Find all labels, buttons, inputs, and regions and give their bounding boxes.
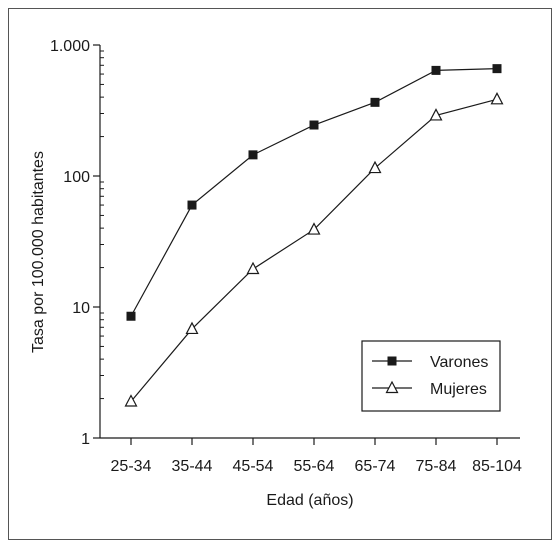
x-axis-ticks: 25-34 35-44 45-54 55-64 65-74 75-84 85-104 (111, 438, 522, 475)
legend-box (361, 340, 501, 412)
data-point-mujeres (185, 321, 199, 335)
y-axis-title: Tasa por 100.000 habitantes (30, 151, 47, 353)
y-tick-label: 1 (81, 431, 90, 448)
data-point-varones (370, 97, 380, 107)
legend-marker-mujeres (385, 380, 399, 394)
y-tick-label: 1.000 (50, 38, 90, 55)
data-point-varones (187, 200, 197, 210)
data-point-varones (492, 64, 502, 74)
x-tick-label: 75-84 (416, 458, 457, 475)
legend: Varones Mujeres (361, 340, 501, 412)
plot-axes (99, 45, 520, 439)
y-axis-ticks: 1 10 100 1.000 (50, 38, 104, 448)
series-layer (124, 64, 504, 407)
series-varones (126, 64, 502, 321)
legend-label-mujeres: Mujeres (430, 381, 487, 398)
y-tick-label: 100 (63, 169, 90, 186)
x-axis-title: Edad (años) (266, 492, 353, 509)
data-point-varones (126, 311, 136, 321)
data-point-mujeres (124, 394, 138, 407)
data-point-mujeres (246, 261, 260, 275)
data-point-mujeres (490, 92, 504, 105)
data-point-varones (431, 65, 441, 75)
x-tick-label: 55-64 (294, 458, 335, 475)
x-tick-label: 25-34 (111, 458, 152, 475)
x-tick-label: 65-74 (355, 458, 396, 475)
data-point-varones (248, 150, 258, 160)
legend-label-varones: Varones (430, 354, 488, 371)
data-point-mujeres (307, 222, 321, 235)
x-tick-label: 35-44 (172, 458, 213, 475)
outer-border (8, 8, 552, 540)
data-point-mujeres (368, 160, 382, 174)
x-tick-label: 85-104 (472, 458, 522, 475)
y-tick-label: 10 (72, 300, 90, 317)
legend-marker-varones (387, 356, 397, 366)
data-point-mujeres (429, 108, 443, 121)
series-mujeres (124, 92, 504, 407)
x-tick-label: 45-54 (233, 458, 274, 475)
data-point-varones (309, 120, 319, 130)
